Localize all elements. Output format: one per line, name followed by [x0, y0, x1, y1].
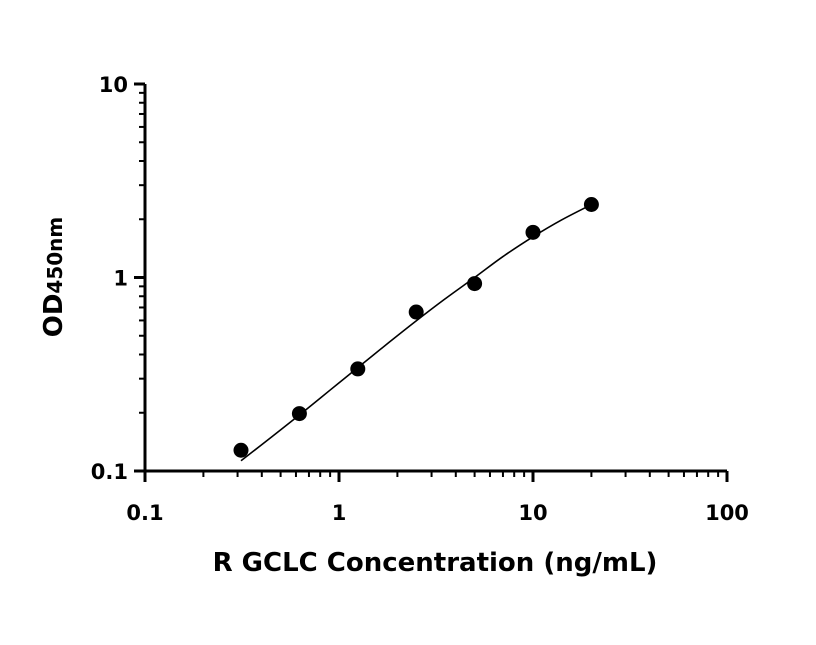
fit-curve: [240, 203, 592, 462]
data-point: [467, 276, 483, 292]
x-ticks: 0.1 1 10 100: [126, 471, 749, 525]
data-point: [408, 304, 424, 320]
y-axis-title-subscript: 450nm: [43, 217, 67, 294]
y-axis-title-main: OD: [39, 294, 69, 338]
data-point: [525, 224, 541, 240]
x-tick-label: 100: [705, 501, 749, 525]
x-tick-label: 1: [332, 501, 347, 525]
y-axis-title: OD450nm: [39, 217, 69, 338]
y-ticks: 0.1 1 10: [91, 73, 145, 484]
x-tick-label: 10: [518, 501, 547, 525]
plot-area: [233, 196, 599, 462]
x-axis-title: R GCLC Concentration (ng/mL): [213, 548, 658, 578]
data-point: [233, 442, 249, 458]
x-tick-label: 0.1: [126, 501, 163, 525]
data-point: [291, 406, 307, 422]
data-point: [583, 196, 599, 212]
data-point: [350, 361, 366, 377]
y-tick-label: 1: [113, 267, 128, 291]
axes: 0.1 1 10 100 0.1 1 10: [91, 73, 749, 525]
data-points: [233, 196, 599, 458]
y-tick-label: 10: [99, 73, 128, 97]
y-tick-label: 0.1: [91, 460, 128, 484]
